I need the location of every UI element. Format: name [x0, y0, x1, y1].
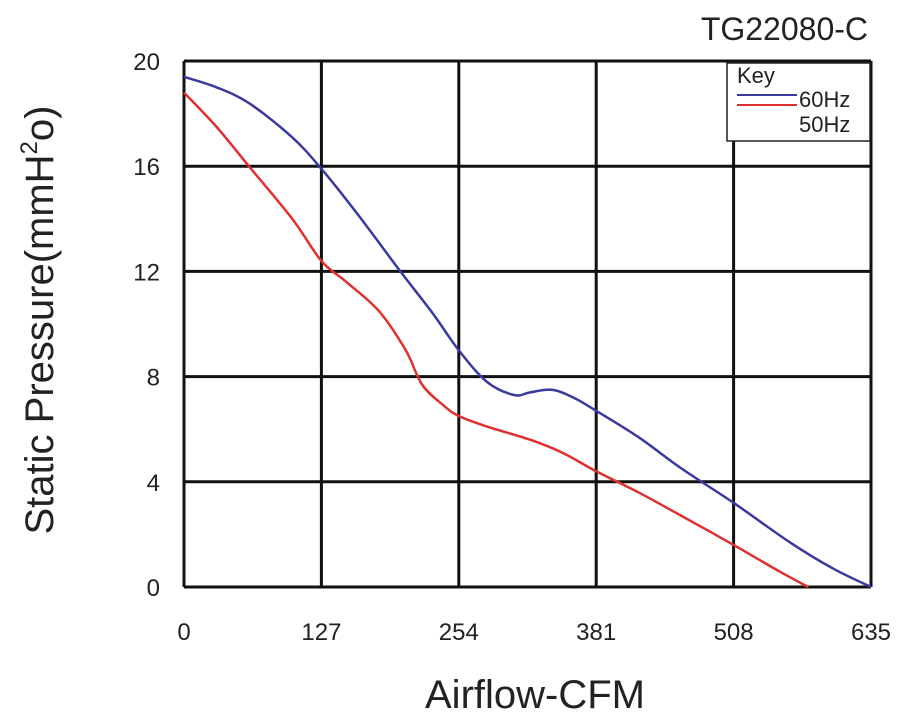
y-tick-label: 4 — [147, 470, 160, 497]
series-line-60hz — [183, 75, 872, 589]
x-axis-title: Airflow-CFM — [425, 673, 645, 717]
x-tick-label: 635 — [851, 619, 891, 646]
plot-grid — [182, 59, 873, 589]
x-tick-labels: 0 127 254 381 508 635 — [177, 619, 891, 646]
y-axis-title-superscript: 2 — [16, 141, 43, 154]
y-axis-title: Static Pressure(mmH2o) — [16, 106, 62, 535]
y-axis-title-suffix: o) — [18, 106, 62, 142]
x-tick-label: 0 — [177, 619, 190, 646]
legend-label-60hz: 60Hz — [799, 87, 850, 112]
series-line-50hz — [183, 91, 809, 589]
y-tick-label: 0 — [147, 575, 160, 602]
legend: Key 60Hz 50Hz — [726, 62, 871, 142]
x-tick-label: 127 — [301, 619, 341, 646]
y-axis-title-main: Static Pressure(mmH — [18, 154, 62, 534]
legend-title: Key — [737, 63, 775, 88]
y-tick-label: 8 — [147, 365, 160, 392]
y-tick-labels: 0 4 8 12 16 20 — [133, 49, 160, 602]
series-layer — [183, 75, 872, 589]
chart-title: TG22080-C — [701, 11, 868, 47]
y-tick-label: 12 — [133, 259, 160, 286]
y-tick-label: 20 — [133, 49, 160, 76]
x-tick-label: 381 — [576, 619, 616, 646]
legend-box — [726, 62, 871, 142]
x-tick-label: 254 — [439, 619, 479, 646]
y-tick-label: 16 — [133, 154, 160, 181]
legend-label-50hz: 50Hz — [799, 112, 850, 137]
x-tick-label: 508 — [714, 619, 754, 646]
